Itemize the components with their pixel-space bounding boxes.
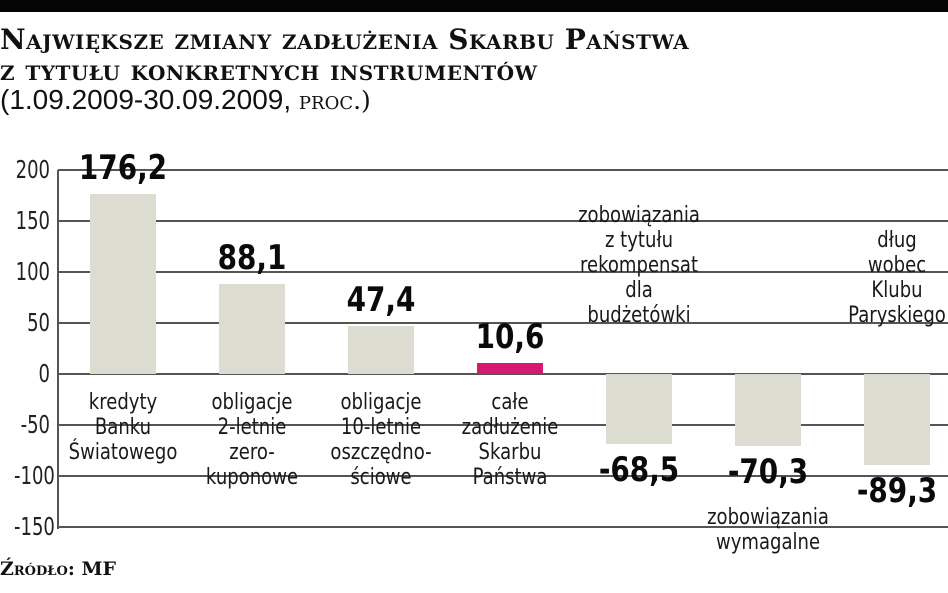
y-tick-label: -100 bbox=[14, 461, 55, 490]
bar-3 bbox=[348, 326, 414, 374]
bar-1 bbox=[90, 194, 156, 374]
value-label: -68,5 bbox=[598, 450, 680, 490]
top-black-bar bbox=[0, 0, 948, 12]
y-axis-line bbox=[57, 170, 59, 529]
value-label: -70,3 bbox=[727, 452, 809, 492]
gridline bbox=[58, 220, 948, 222]
y-tick-label: -50 bbox=[20, 410, 50, 439]
y-tick-label: 0 bbox=[38, 359, 50, 388]
value-label: 88,1 bbox=[217, 238, 287, 278]
y-tick-label: 50 bbox=[27, 308, 50, 337]
gridline bbox=[58, 169, 948, 171]
y-tick-label: 150 bbox=[15, 206, 50, 235]
source-note: Źródło: MF bbox=[0, 558, 116, 580]
bar-7 bbox=[864, 374, 930, 465]
chart-subtitle: (1.09.2009-30.09.2009, proc.) bbox=[0, 84, 371, 117]
y-tick-label: 200 bbox=[15, 155, 50, 184]
value-label: 176,2 bbox=[78, 148, 168, 188]
bar-2 bbox=[219, 284, 285, 374]
chart-title-line1: Największe zmiany zadłużenia Skarbu Pańs… bbox=[0, 23, 690, 56]
y-tick-label: -150 bbox=[14, 512, 55, 541]
gridline bbox=[58, 322, 948, 324]
category-label: kredyty Banku Światowego bbox=[68, 390, 178, 465]
value-label: 47,4 bbox=[346, 280, 416, 320]
gridline bbox=[58, 526, 948, 528]
value-label: 10,6 bbox=[475, 317, 545, 357]
y-tick-label: 100 bbox=[15, 257, 50, 286]
category-label: dług wobec Klubu Paryskiego bbox=[848, 228, 946, 328]
category-label: zobowiązania wymagalne bbox=[707, 505, 829, 555]
gridline bbox=[58, 475, 948, 477]
category-label: obligacje 10-letnie oszczędno- ściowe bbox=[330, 390, 432, 490]
subtitle-dates: (1.09.2009-30.09.2009, bbox=[0, 84, 299, 115]
bar-4 bbox=[477, 363, 543, 374]
value-label: -89,3 bbox=[856, 471, 938, 511]
category-label: zobowiązania z tytułu rekompensat dla bu… bbox=[578, 203, 700, 328]
category-label: obligacje 2-letnie zero- kuponowe bbox=[205, 390, 299, 490]
chart-title-line2: z tytułu konkretnych instrumentów bbox=[0, 54, 538, 87]
gridline bbox=[58, 271, 948, 273]
gridline bbox=[58, 424, 948, 426]
subtitle-unit: proc.) bbox=[298, 86, 371, 115]
bar-6 bbox=[735, 374, 801, 446]
category-label: całe zadłużenie Skarbu Państwa bbox=[461, 390, 559, 490]
bar-5 bbox=[606, 374, 672, 444]
gridline bbox=[58, 373, 948, 375]
